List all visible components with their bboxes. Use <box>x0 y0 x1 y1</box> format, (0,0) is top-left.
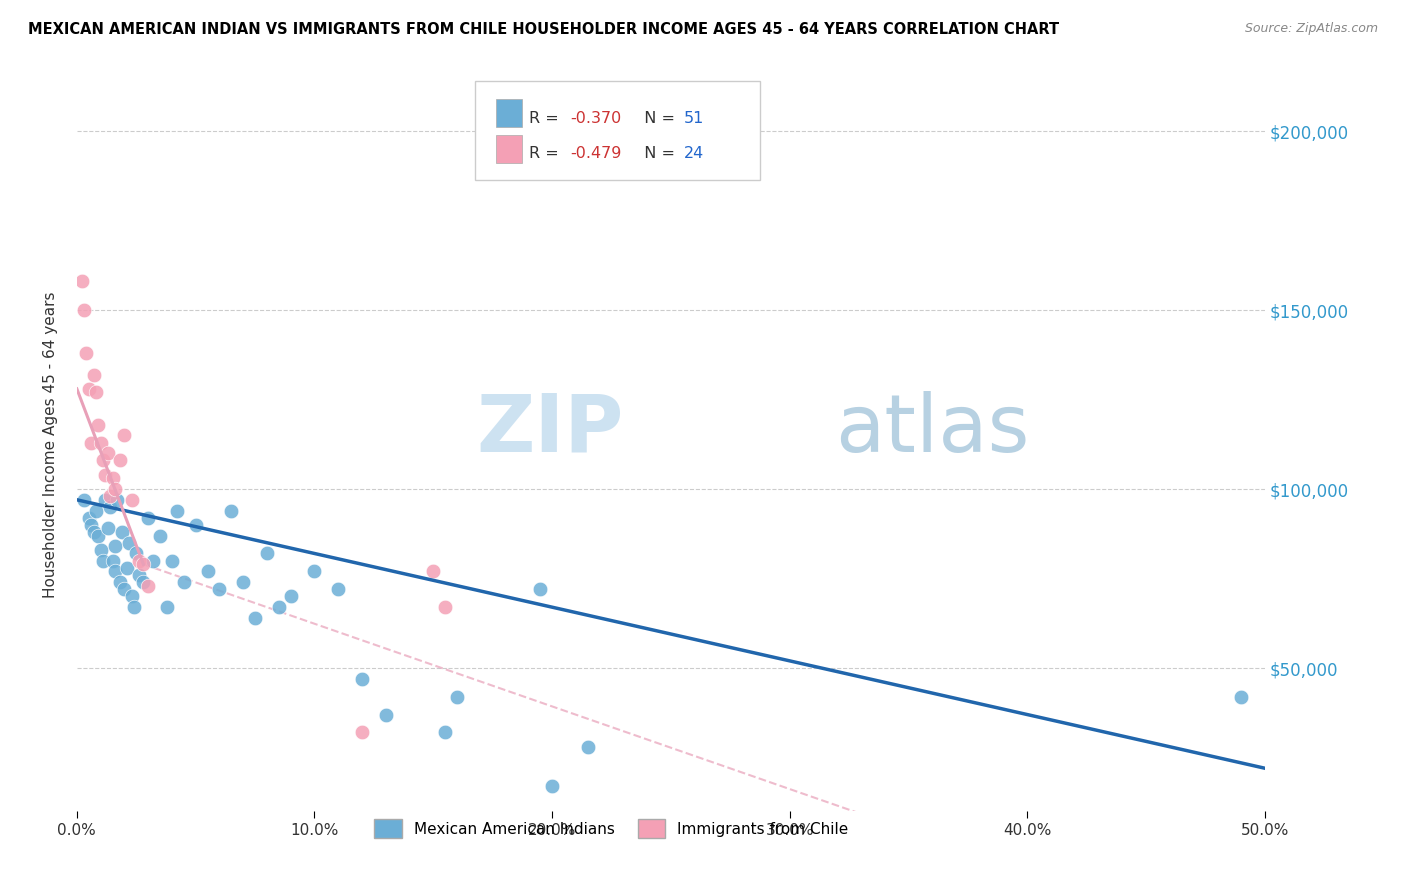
Point <box>221 503 243 517</box>
Point <box>256 546 278 560</box>
Point <box>90 435 112 450</box>
Point <box>83 524 105 539</box>
Point <box>80 435 103 450</box>
Point <box>108 453 131 467</box>
Point <box>128 568 150 582</box>
Point <box>118 535 141 549</box>
Text: Source: ZipAtlas.com: Source: ZipAtlas.com <box>1244 22 1378 36</box>
Point <box>84 503 107 517</box>
Point <box>149 528 172 542</box>
Point <box>422 565 444 579</box>
Text: R =: R = <box>530 146 564 161</box>
FancyBboxPatch shape <box>496 135 523 162</box>
Point <box>128 554 150 568</box>
Point <box>267 600 290 615</box>
Point <box>77 382 100 396</box>
Y-axis label: Householder Income Ages 45 - 64 years: Householder Income Ages 45 - 64 years <box>44 291 58 598</box>
Point <box>576 739 599 754</box>
Point <box>73 492 96 507</box>
Point <box>97 446 120 460</box>
FancyBboxPatch shape <box>475 81 761 180</box>
Point <box>105 492 128 507</box>
Point <box>77 510 100 524</box>
Point <box>97 521 120 535</box>
Point <box>87 528 110 542</box>
Point <box>304 565 326 579</box>
Point <box>208 582 231 597</box>
Point <box>166 503 188 517</box>
Text: -0.370: -0.370 <box>569 111 621 126</box>
Point <box>434 600 457 615</box>
Text: R =: R = <box>530 111 564 126</box>
Text: 51: 51 <box>683 111 704 126</box>
Point <box>232 575 254 590</box>
Point <box>125 546 148 560</box>
Point <box>197 565 219 579</box>
Point <box>75 346 97 360</box>
Point <box>90 542 112 557</box>
Point <box>156 600 179 615</box>
Point <box>84 385 107 400</box>
Point <box>112 428 135 442</box>
Point <box>328 582 350 597</box>
Point <box>94 467 117 482</box>
Point <box>142 554 165 568</box>
Point <box>132 558 155 572</box>
Point <box>70 275 93 289</box>
Point <box>243 611 266 625</box>
Point <box>122 600 145 615</box>
Point <box>91 453 114 467</box>
Text: N =: N = <box>634 111 681 126</box>
Point <box>136 510 159 524</box>
Point <box>111 524 134 539</box>
Point <box>101 471 124 485</box>
Text: ZIP: ZIP <box>477 391 623 468</box>
Point <box>101 554 124 568</box>
Point <box>73 303 96 318</box>
Point <box>115 561 138 575</box>
Text: atlas: atlas <box>835 391 1029 468</box>
Point <box>98 500 121 514</box>
Point <box>104 539 127 553</box>
Point <box>350 725 373 739</box>
Text: N =: N = <box>634 146 681 161</box>
Point <box>173 575 195 590</box>
Text: 24: 24 <box>683 146 704 161</box>
Point <box>87 417 110 432</box>
FancyBboxPatch shape <box>496 99 523 128</box>
Point <box>108 575 131 590</box>
Point <box>80 517 103 532</box>
Point <box>104 482 127 496</box>
Text: -0.479: -0.479 <box>569 146 621 161</box>
Point <box>184 517 207 532</box>
Point <box>112 582 135 597</box>
Legend: Mexican American Indians, Immigrants from Chile: Mexican American Indians, Immigrants fro… <box>368 813 855 844</box>
Point <box>121 492 143 507</box>
Point <box>529 582 551 597</box>
Point <box>374 707 396 722</box>
Point <box>83 368 105 382</box>
Point <box>98 489 121 503</box>
Point <box>160 554 183 568</box>
Text: MEXICAN AMERICAN INDIAN VS IMMIGRANTS FROM CHILE HOUSEHOLDER INCOME AGES 45 - 64: MEXICAN AMERICAN INDIAN VS IMMIGRANTS FR… <box>28 22 1059 37</box>
Point <box>104 565 127 579</box>
Point <box>91 554 114 568</box>
Point <box>136 579 159 593</box>
Point <box>541 779 564 793</box>
Point <box>132 575 155 590</box>
Point <box>280 590 302 604</box>
Point <box>446 690 468 704</box>
Point <box>1230 690 1253 704</box>
Point <box>434 725 457 739</box>
Point <box>94 492 117 507</box>
Point <box>121 590 143 604</box>
Point <box>350 672 373 686</box>
